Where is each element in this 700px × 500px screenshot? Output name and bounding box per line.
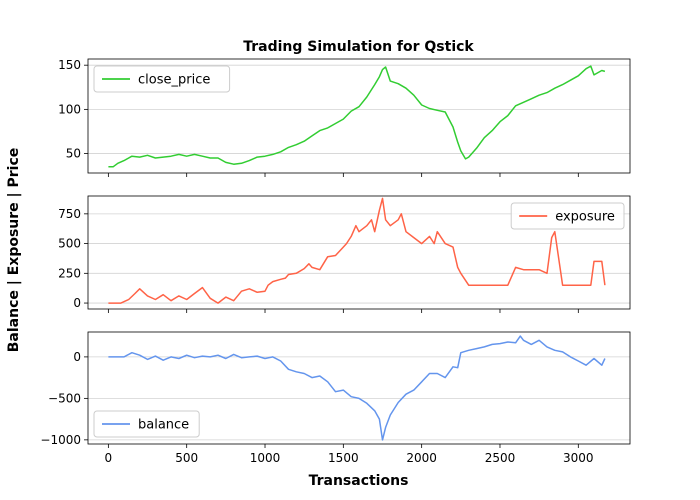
exposure-y-tick-label: 750	[58, 207, 81, 221]
exposure-subplot: 0 250 500 750 exposure	[58, 195, 631, 313]
x-tick-label: 1000	[250, 451, 281, 465]
balance-subplot: −1000 −500 0 0 500 1000 1500 2000 2500 3000 balanc…	[40, 331, 631, 465]
close-price-legend: close_price	[93, 65, 231, 93]
chart-title: Trading Simulation for Qstick	[243, 39, 474, 55]
exposure-series-line	[108, 197, 606, 304]
exposure-legend-label: exposure	[555, 210, 615, 225]
balance-y-tick-label: 0	[73, 350, 81, 364]
close-price-axes-frame	[87, 58, 631, 174]
exposure-y-tick-label: 0	[73, 296, 81, 310]
x-axis-label: Transactions	[309, 473, 409, 489]
balance-series-line	[108, 335, 606, 441]
balance-y-tick-label: −1000	[40, 433, 81, 447]
exposure-axes-frame	[87, 195, 631, 310]
x-tick-label: 0	[105, 451, 113, 465]
close-price-legend-box	[93, 65, 231, 93]
close-price-series-line	[108, 65, 606, 168]
exposure-legend-box	[510, 202, 625, 230]
x-tick-label: 2000	[406, 451, 437, 465]
exposure-y-tick-label: 250	[58, 266, 81, 280]
x-tick-label: 1500	[328, 451, 359, 465]
close-price-y-tick-label: 150	[58, 58, 81, 72]
close-price-y-tick-label: 50	[66, 147, 81, 161]
close-price-y-tick-label: 100	[58, 102, 81, 116]
balance-y-tick-label: −500	[48, 391, 81, 405]
y-axis-label: Balance | Exposure | Price	[6, 148, 22, 353]
balance-axes-frame	[87, 331, 631, 445]
balance-legend-label: balance	[138, 418, 189, 433]
exposure-legend: exposure	[510, 202, 625, 230]
x-tick-label: 500	[175, 451, 198, 465]
balance-legend: balance	[93, 410, 200, 438]
exposure-y-tick-label: 500	[58, 237, 81, 251]
x-tick-label: 3000	[563, 451, 594, 465]
balance-legend-box	[93, 410, 200, 438]
x-tick-label: 2500	[485, 451, 516, 465]
close-price-legend-label: close_price	[138, 73, 210, 88]
close-price-subplot: 50 100 150 close_price	[58, 58, 631, 177]
